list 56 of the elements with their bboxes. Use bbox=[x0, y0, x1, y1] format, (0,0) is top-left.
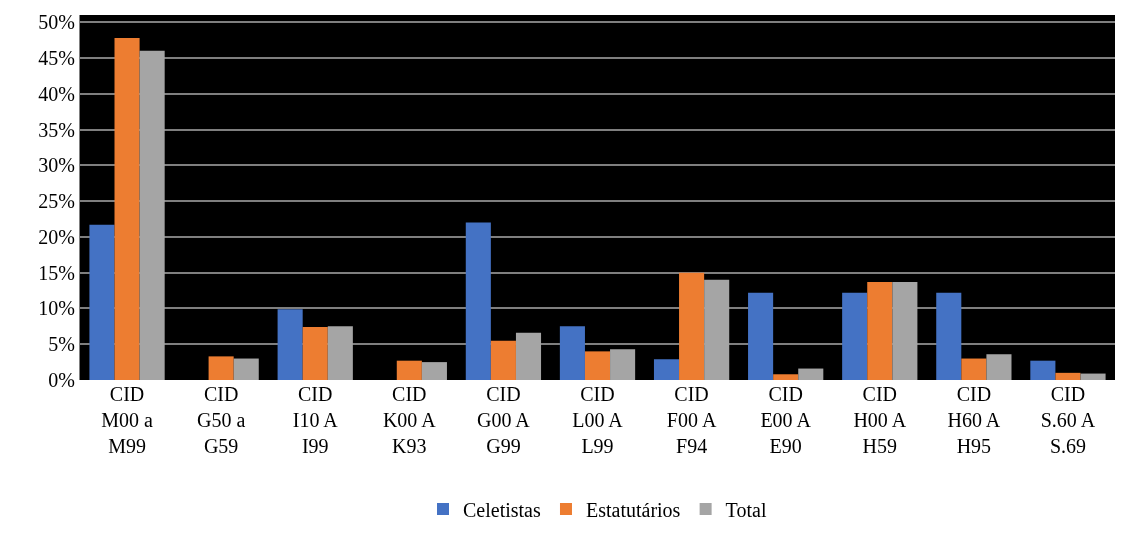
x-tick-label: CID L00 A L99 bbox=[572, 383, 624, 457]
x-tick-label: CID K00 A K93 bbox=[382, 383, 437, 457]
y-tick-label: 30% bbox=[38, 154, 75, 177]
bar bbox=[277, 309, 303, 380]
bar bbox=[559, 326, 585, 380]
bar bbox=[773, 374, 799, 380]
x-tick-label: CID H60 A H95 bbox=[947, 383, 1001, 457]
bar bbox=[233, 358, 259, 380]
bar bbox=[302, 327, 328, 380]
x-tick-label: CID F00 A F94 bbox=[666, 383, 717, 457]
legend-label: Celetistas bbox=[463, 498, 541, 521]
bar bbox=[610, 349, 636, 380]
x-tick-label: CID I10 A I99 bbox=[292, 383, 339, 457]
bar bbox=[114, 37, 140, 380]
y-tick-label: 45% bbox=[38, 46, 75, 69]
x-tick-label: CID E00 A E90 bbox=[760, 383, 812, 457]
bar bbox=[1080, 373, 1106, 380]
x-tick-label: CID S.60 A S.69 bbox=[1040, 383, 1096, 457]
y-tick-label: 0% bbox=[48, 369, 75, 391]
bar bbox=[327, 326, 353, 380]
bar bbox=[1030, 360, 1056, 380]
y-tick-label: 5% bbox=[48, 333, 75, 356]
y-tick-label: 35% bbox=[38, 118, 75, 141]
x-tick-label: CID G50 a G59 bbox=[196, 383, 246, 457]
y-tick-label: 40% bbox=[38, 82, 75, 105]
bar bbox=[421, 362, 447, 380]
y-tick-label: 25% bbox=[38, 190, 75, 213]
bar bbox=[867, 281, 893, 380]
bar bbox=[842, 292, 868, 380]
x-tick-label: CID G00 A G99 bbox=[477, 383, 531, 457]
bar bbox=[748, 292, 774, 380]
bar bbox=[704, 279, 730, 380]
bar bbox=[1055, 372, 1081, 380]
bar bbox=[465, 222, 491, 380]
bar bbox=[679, 272, 705, 380]
bar bbox=[653, 359, 680, 380]
legend-label: Total bbox=[725, 498, 767, 521]
y-tick-label: 20% bbox=[38, 225, 75, 248]
x-tick-label: CID H00 A H59 bbox=[853, 383, 907, 457]
y-tick-label: 50% bbox=[38, 11, 75, 34]
x-tick-label: CID M00 a M99 bbox=[101, 383, 153, 457]
bar bbox=[515, 332, 542, 380]
bar bbox=[986, 354, 1012, 380]
y-tick-label: 15% bbox=[38, 261, 75, 284]
bar bbox=[208, 356, 234, 380]
bar bbox=[961, 358, 987, 380]
bar bbox=[892, 281, 918, 380]
bar bbox=[89, 224, 115, 380]
legend-label: Estatutários bbox=[585, 498, 681, 521]
bar bbox=[396, 360, 422, 380]
bar bbox=[139, 50, 165, 380]
y-tick-label: 10% bbox=[38, 297, 75, 320]
bar bbox=[798, 368, 824, 380]
bar bbox=[584, 351, 611, 380]
bar bbox=[490, 340, 516, 380]
bar bbox=[936, 292, 962, 380]
